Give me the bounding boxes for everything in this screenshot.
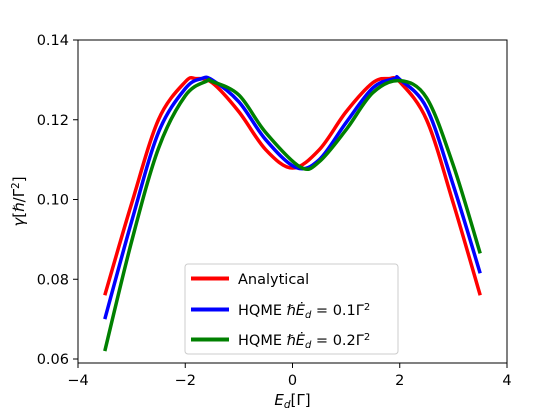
legend-box xyxy=(184,263,399,355)
x-tick-label: 2 xyxy=(395,373,404,389)
legend-label-hqme-01: HQME ℏĖd = 0.1Γ2 xyxy=(238,301,370,321)
x-tick-label: −4 xyxy=(67,373,88,389)
x-tick-label: 4 xyxy=(502,373,511,389)
series-lines xyxy=(103,74,482,352)
y-tick-label: 0.10 xyxy=(37,193,69,209)
legend: Analytical HQME ℏĖd = 0.1Γ2 HQME ℏĖd = 0… xyxy=(184,263,399,355)
x-axis-label: Ed[Γ] xyxy=(274,391,310,411)
series-line-2 xyxy=(103,77,482,352)
series-line-0 xyxy=(103,75,482,296)
series-line-1 xyxy=(103,74,482,320)
x-tick-label: −2 xyxy=(175,373,196,389)
y-tick-label: 0.14 xyxy=(37,33,69,49)
y-tick-label: 0.08 xyxy=(37,272,69,288)
y-tick-label: 0.12 xyxy=(37,113,69,129)
y-tick-label: 0.06 xyxy=(37,352,69,368)
legend-label-analytical: Analytical xyxy=(238,272,309,288)
axis-ticks: −4 −2 0 2 4 0.06 0.08 0.10 0.12 0.14 xyxy=(37,33,512,389)
y-axis-label: γ[ℏ/Γ2] xyxy=(10,176,28,226)
x-tick-label: 0 xyxy=(288,373,297,389)
legend-label-hqme-02: HQME ℏĖd = 0.2Γ2 xyxy=(238,331,370,351)
